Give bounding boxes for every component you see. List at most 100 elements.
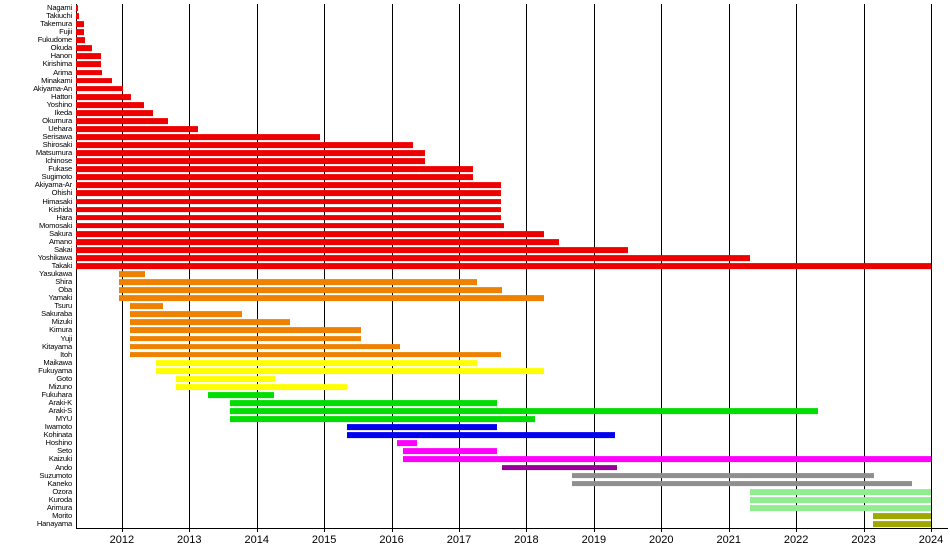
tenure-bar-okumura [76, 117, 168, 124]
row-label-okumura: Okumura [42, 115, 72, 125]
row-label-kaneko: Kaneko [47, 478, 72, 488]
tenure-bar-serisawa [76, 134, 321, 140]
tenure-bar-oba [119, 287, 503, 294]
row-label-akiyama-an: Akiyama-An [33, 83, 72, 93]
row-label-mizuki: Mizuki [51, 317, 73, 327]
row-label-yasukawa: Yasukawa [39, 269, 72, 279]
x-tick-2021 [728, 528, 730, 532]
row-label-araki-s: Araki-S [48, 406, 73, 416]
tenure-bar-kaizuki [403, 456, 931, 463]
tenure-bar-hanayama [873, 521, 931, 527]
row-label-yamaki: Yamaki [48, 293, 72, 303]
tenure-bar-fujii [76, 29, 85, 36]
row-label-kaizuki: Kaizuki [48, 454, 72, 464]
tenure-bar-seto [403, 448, 498, 455]
tenure-bar-nagami [76, 5, 79, 11]
tenure-bar-yamaki [119, 295, 544, 302]
tenure-bar-myu [229, 416, 536, 423]
tenure-bar-shirosaki [76, 142, 414, 148]
row-label-shirosaki: Shirosaki [42, 140, 73, 150]
tenure-bar-suzumoto [571, 472, 875, 479]
tenure-bar-sakai [76, 246, 628, 253]
row-label-iwamoto: Iwamoto [44, 422, 73, 432]
row-label-takemura: Takemura [40, 19, 72, 29]
tenure-bar-fukase [76, 166, 474, 173]
tenure-bar-kohinata [347, 432, 616, 439]
tenure-bar-yasukawa [119, 271, 145, 277]
tenure-bar-himasaki [76, 198, 502, 205]
row-label-fujii: Fujii [59, 27, 72, 37]
row-label-sakuraba: Sakuraba [41, 309, 72, 319]
tenure-bar-akiyama-an [76, 85, 123, 92]
row-label-fukuhara: Fukuhara [41, 389, 73, 399]
tenure-bar-kaneko [571, 480, 913, 487]
x-tick-2016 [391, 528, 393, 532]
row-label-kuroda: Kuroda [48, 494, 72, 504]
tenure-bar-araki-s [229, 408, 818, 414]
row-label-sakai: Sakai [54, 244, 72, 254]
tenure-bar-itoh [129, 351, 502, 358]
tenure-bar-fukuhara [208, 392, 275, 398]
x-axis-line [76, 528, 948, 529]
row-label-tsuru: Tsuru [54, 301, 72, 311]
tenure-bar-kitayama [129, 343, 401, 350]
tenure-bar-arima [76, 69, 103, 76]
tenure-bar-yoshikawa [76, 255, 750, 261]
row-label-fukase: Fukase [48, 164, 72, 174]
row-label-akiyama-ar: Akiyama-Ar [34, 180, 72, 190]
x-tick-label-2021: 2021 [716, 534, 741, 546]
row-label-uehara: Uehara [48, 123, 72, 133]
tenure-bar-mizuno [175, 384, 348, 390]
row-label-ando: Ando [55, 462, 72, 472]
x-tick-label-2013: 2013 [177, 534, 202, 546]
tenure-bar-morito [873, 513, 931, 519]
x-tick-2024 [931, 528, 932, 532]
row-label-kimura: Kimura [49, 325, 72, 335]
tenure-bar-ohishi [76, 190, 502, 197]
row-label-myu: MYU [55, 414, 72, 424]
tenure-bar-uehara [76, 126, 199, 132]
row-label-kitayama: Kitayama [41, 341, 72, 351]
tenure-bar-shira [119, 279, 477, 286]
tenure-bar-ikeda [76, 109, 153, 116]
row-label-morito: Morito [52, 510, 72, 520]
x-tick-2020 [661, 528, 663, 532]
x-tick-2014 [256, 528, 258, 532]
row-label-hanon: Hanon [50, 51, 73, 61]
tenure-bar-araki-k [229, 400, 498, 406]
row-label-sakura: Sakura [49, 228, 72, 238]
row-label-yuji: Yuji [60, 333, 73, 343]
tenure-bar-sugimoto [76, 174, 474, 181]
row-label-ozora: Ozora [52, 486, 72, 496]
x-tick-2023 [863, 528, 865, 532]
row-label-okuda: Okuda [50, 43, 73, 53]
tenure-bar-mizuki [129, 319, 291, 326]
row-label-minakami: Minakami [41, 75, 72, 85]
x-tick-2017 [458, 528, 460, 532]
tenure-bar-sakuraba [129, 311, 242, 318]
tenure-bar-kirishima [76, 61, 101, 68]
row-label-yoshikawa: Yoshikawa [37, 252, 72, 262]
x-tick-2015 [324, 528, 326, 532]
tenure-bar-ando [502, 464, 618, 471]
tenure-bar-hoshino [396, 440, 417, 447]
tenure-bar-takaki [76, 263, 931, 269]
tenure-bar-hattori [76, 93, 131, 100]
x-tick-2013 [189, 528, 191, 532]
tenure-bar-kimura [129, 327, 361, 334]
tenure-bar-goto [175, 375, 275, 382]
row-label-hoshino: Hoshino [45, 438, 73, 448]
tenure-bar-minakami [76, 77, 112, 84]
tenure-bar-hanon [76, 53, 101, 60]
row-label-hattori: Hattori [51, 91, 72, 101]
tenure-bar-akiyama-ar [76, 182, 502, 189]
row-label-suzumoto: Suzumoto [39, 470, 72, 480]
row-label-goto: Goto [56, 373, 72, 383]
row-label-takaki: Takaki [51, 261, 73, 270]
year-gridline-2024 [931, 4, 932, 528]
row-label-maikawa: Maikawa [43, 357, 72, 367]
row-label-takiuchi: Takiuchi [46, 11, 72, 21]
x-tick-2012 [121, 528, 123, 532]
tenure-bar-iwamoto [347, 424, 498, 431]
